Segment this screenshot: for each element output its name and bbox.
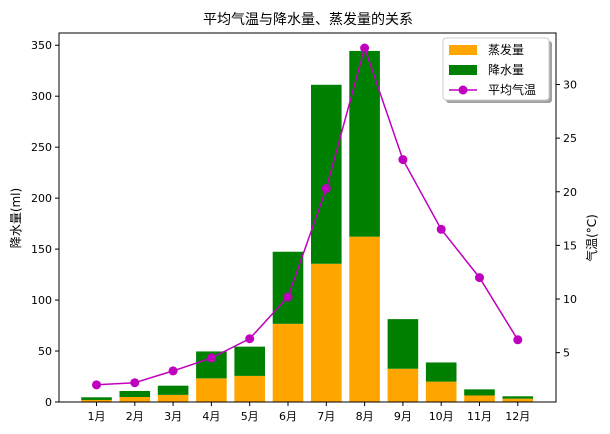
y-tick-label-left: 300 <box>31 90 52 103</box>
y-tick-label-left: 250 <box>31 141 52 154</box>
bar-precipitation-5 <box>234 346 265 376</box>
bar-precipitation-6 <box>272 251 304 324</box>
temperature-point-5 <box>245 334 255 344</box>
y-tick-label-right: 25 <box>563 132 577 145</box>
y-tick-label-right: 15 <box>563 239 577 252</box>
bar-precipitation-8 <box>349 50 380 237</box>
x-tick-label: 9月 <box>394 410 412 423</box>
bar-evaporation-6 <box>272 323 304 402</box>
bar-precipitation-10 <box>425 362 457 382</box>
temperature-point-8 <box>360 43 370 53</box>
y-tick-label-right: 5 <box>563 347 570 360</box>
x-tick-label: 4月 <box>202 410 220 423</box>
temperature-point-12 <box>513 335 523 345</box>
temperature-point-1 <box>92 380 101 390</box>
legend-swatch-2 <box>449 65 477 75</box>
temperature-point-11 <box>475 273 484 283</box>
temperature-point-9 <box>398 155 408 165</box>
temperature-point-7 <box>321 184 331 194</box>
legend-entry-1: 蒸发量 <box>488 42 524 57</box>
bar-evaporation-2 <box>119 397 151 402</box>
x-tick-label: 8月 <box>356 410 374 423</box>
y-tick-label-right: 10 <box>563 293 577 306</box>
x-tick-label: 11月 <box>467 410 492 423</box>
bar-precipitation-3 <box>157 385 189 395</box>
plot-frame <box>58 32 557 403</box>
bar-evaporation-3 <box>157 394 189 402</box>
bar-evaporation-9 <box>387 368 419 402</box>
bar-precipitation-12 <box>502 396 534 399</box>
y-tick-label-left: 200 <box>31 192 52 205</box>
y-axis-label-left: 降水量(ml) <box>9 188 23 248</box>
chart-title: 平均气温与降水量、蒸发量的关系 <box>203 12 413 28</box>
x-tick-label: 6月 <box>279 410 297 423</box>
legend-entry-3: 平均气温 <box>488 82 536 97</box>
y-tick-label-left: 0 <box>45 396 52 409</box>
temperature-point-2 <box>130 378 140 388</box>
legend-swatch-1 <box>449 45 477 55</box>
bar-evaporation-10 <box>425 381 457 402</box>
legend-entry-2: 降水量 <box>488 63 524 77</box>
x-tick-label: 12月 <box>505 410 530 423</box>
bar-precipitation-1 <box>81 397 112 400</box>
legend-marker-swatch <box>458 85 468 95</box>
temperature-line <box>96 45 519 386</box>
y-tick-label-right: 30 <box>563 78 577 91</box>
bar-precipitation-7 <box>311 84 342 264</box>
bar-precipitation-11 <box>464 389 495 396</box>
bar-precipitation-9 <box>387 319 419 369</box>
plot-area <box>81 43 534 402</box>
temperature-point-6 <box>283 292 293 302</box>
x-tick-label: 10月 <box>429 410 454 423</box>
bar-evaporation-7 <box>311 263 342 402</box>
temperature-point-10 <box>436 224 446 234</box>
bar-evaporation-12 <box>502 398 534 402</box>
x-tick-label: 7月 <box>317 410 335 423</box>
axes: 1月 2月 3月 4月 5月 6月 7月 8月 9月 10月 11月 12月 0 50 100 150 200 2… <box>31 39 577 423</box>
bar-evaporation-11 <box>464 395 495 402</box>
x-tick-label: 3月 <box>164 410 182 423</box>
y-tick-label-left: 50 <box>38 345 52 358</box>
x-tick-label: 5月 <box>241 410 259 423</box>
bar-evaporation-1 <box>81 399 112 402</box>
y-tick-label-right: 20 <box>563 186 577 199</box>
bar-evaporation-5 <box>234 375 265 402</box>
temperature-point-4 <box>206 353 216 363</box>
temperature-point-3 <box>168 366 178 376</box>
bar-evaporation-4 <box>196 378 227 402</box>
bar-precipitation-2 <box>119 390 151 398</box>
x-tick-label: 1月 <box>88 410 106 423</box>
bar-evaporation-8 <box>349 236 380 402</box>
x-tick-label: 2月 <box>126 410 144 423</box>
y-tick-label-left: 350 <box>31 39 52 52</box>
y-tick-label-left: 100 <box>31 294 52 307</box>
y-tick-label-left: 150 <box>31 243 52 256</box>
y-axis-label-right: 气温(°C) <box>584 214 599 262</box>
